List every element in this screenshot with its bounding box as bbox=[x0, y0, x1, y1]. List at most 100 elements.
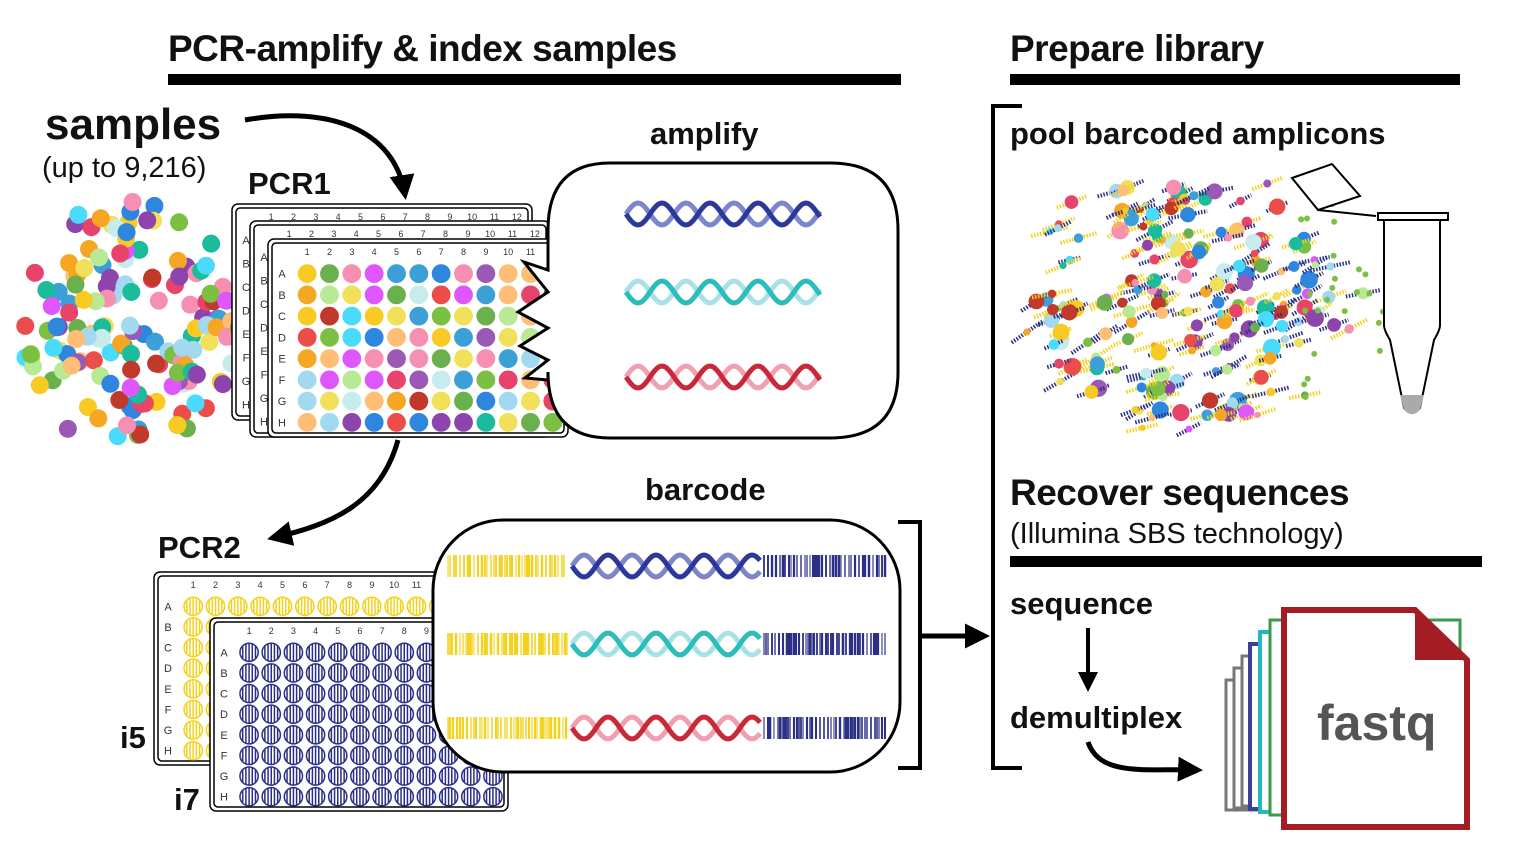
amplicon-dot bbox=[1150, 381, 1166, 397]
sample-dot bbox=[67, 330, 86, 349]
sample-dot bbox=[84, 351, 103, 370]
amplicon-strand bbox=[1233, 234, 1274, 251]
plate-well bbox=[498, 370, 518, 390]
amplicon-dot bbox=[1117, 297, 1128, 308]
sample-dot bbox=[30, 376, 49, 395]
amplicon-dot bbox=[1152, 231, 1163, 243]
plate-well bbox=[297, 391, 317, 411]
plate-column-label: 2 bbox=[269, 626, 274, 636]
plate-well bbox=[387, 285, 406, 305]
amplicon-dot bbox=[1233, 259, 1246, 273]
plate-well bbox=[498, 327, 518, 347]
plate-well bbox=[409, 349, 429, 369]
sample-dot bbox=[200, 332, 219, 351]
heading-underline-pcr bbox=[168, 74, 901, 85]
sample-dot bbox=[201, 284, 220, 303]
amplicon-strand bbox=[1161, 371, 1193, 392]
plate-column-label: 5 bbox=[358, 212, 363, 222]
plate-column-label: 12 bbox=[512, 212, 522, 222]
amplicon-dot bbox=[1136, 382, 1147, 393]
amplicon-dot bbox=[1237, 275, 1254, 292]
amplicon-dot bbox=[1089, 356, 1105, 372]
amplicon-strand bbox=[1126, 367, 1166, 379]
plate-column-label: 11 bbox=[508, 229, 517, 239]
plate-well bbox=[297, 264, 317, 284]
pool-amplicons-cloud bbox=[1010, 175, 1407, 438]
sample-dot bbox=[100, 268, 119, 287]
plate-row-label: G bbox=[278, 396, 287, 408]
plate-row-label: E bbox=[220, 730, 227, 742]
amplicon-dot bbox=[1263, 351, 1277, 365]
plate-well bbox=[431, 349, 451, 369]
amplicon-dot bbox=[1212, 296, 1225, 309]
plate-well bbox=[476, 391, 496, 411]
plate-well bbox=[476, 264, 496, 284]
plate-well bbox=[364, 285, 384, 305]
sample-dots-cloud bbox=[16, 192, 248, 446]
amplicon-dot bbox=[1302, 307, 1309, 314]
sample-dot bbox=[16, 316, 35, 335]
amplicon-dot bbox=[1188, 346, 1197, 355]
sample-dot bbox=[130, 240, 149, 259]
plate-well bbox=[364, 264, 384, 284]
amplicon-dot bbox=[1362, 271, 1369, 278]
plate-row-label: D bbox=[278, 332, 286, 344]
amplicon-dot bbox=[1165, 179, 1182, 196]
plate-well bbox=[454, 349, 473, 369]
plate-well bbox=[498, 349, 518, 369]
plate-column-label: 8 bbox=[425, 212, 430, 222]
dna-strand-dark bbox=[569, 552, 762, 580]
amplicon-dot bbox=[1122, 305, 1136, 319]
plate-well bbox=[431, 327, 451, 347]
amplicon-dot bbox=[1254, 258, 1269, 273]
sample-dot bbox=[122, 282, 141, 301]
plate-well bbox=[297, 327, 317, 347]
amplicon-dot bbox=[1301, 381, 1308, 388]
amplicon-dot bbox=[1023, 328, 1031, 336]
amplicon-dot bbox=[1183, 228, 1194, 239]
plate-column-label: 3 bbox=[313, 212, 318, 222]
plate-column-label: 1 bbox=[191, 580, 196, 590]
amplicon-dot bbox=[1133, 285, 1143, 295]
plate-column-label: 3 bbox=[331, 229, 336, 239]
plate-well bbox=[342, 412, 362, 432]
sample-dot bbox=[60, 303, 79, 322]
plate-well bbox=[320, 370, 339, 390]
amplicon-dot bbox=[1148, 414, 1156, 422]
amplicon-dot bbox=[1172, 403, 1190, 422]
plate-column-label: 5 bbox=[280, 580, 285, 590]
plate-well bbox=[498, 391, 518, 411]
amplicon-dot bbox=[1311, 350, 1318, 357]
amplicon-dot bbox=[1241, 216, 1253, 228]
amplicon-dot bbox=[1056, 377, 1065, 386]
plate-column-label: 10 bbox=[467, 212, 477, 222]
amplicon-dot bbox=[1292, 285, 1302, 295]
plate-well bbox=[409, 264, 429, 284]
amplicon-strand bbox=[1217, 391, 1258, 410]
amplicon-dot bbox=[1254, 411, 1261, 418]
amplicon-dot bbox=[1272, 292, 1282, 301]
amplicon-dot bbox=[1306, 309, 1324, 327]
amplicon-dot bbox=[1281, 335, 1290, 343]
plate-well bbox=[320, 327, 339, 347]
plate-column-label: 8 bbox=[347, 580, 352, 590]
sample-dot bbox=[91, 209, 110, 228]
plate-well bbox=[476, 285, 496, 305]
amplicon-dot bbox=[1262, 338, 1281, 357]
amplicon-strand bbox=[1250, 259, 1273, 272]
amplicon-dot bbox=[1131, 279, 1139, 287]
plate-column-label: 9 bbox=[369, 580, 374, 590]
amplicon-dot bbox=[1099, 327, 1113, 341]
plate-column-label: 6 bbox=[357, 626, 362, 636]
sample-dot bbox=[131, 425, 150, 444]
sample-dot bbox=[143, 268, 162, 287]
plate-well bbox=[342, 327, 362, 347]
sample-dot bbox=[202, 234, 221, 253]
plate-well bbox=[409, 327, 429, 347]
plate-well bbox=[364, 412, 384, 432]
amplicon-strand bbox=[1112, 207, 1150, 230]
plate-row-label: F bbox=[165, 704, 172, 716]
amplicon-dot bbox=[1183, 306, 1194, 317]
